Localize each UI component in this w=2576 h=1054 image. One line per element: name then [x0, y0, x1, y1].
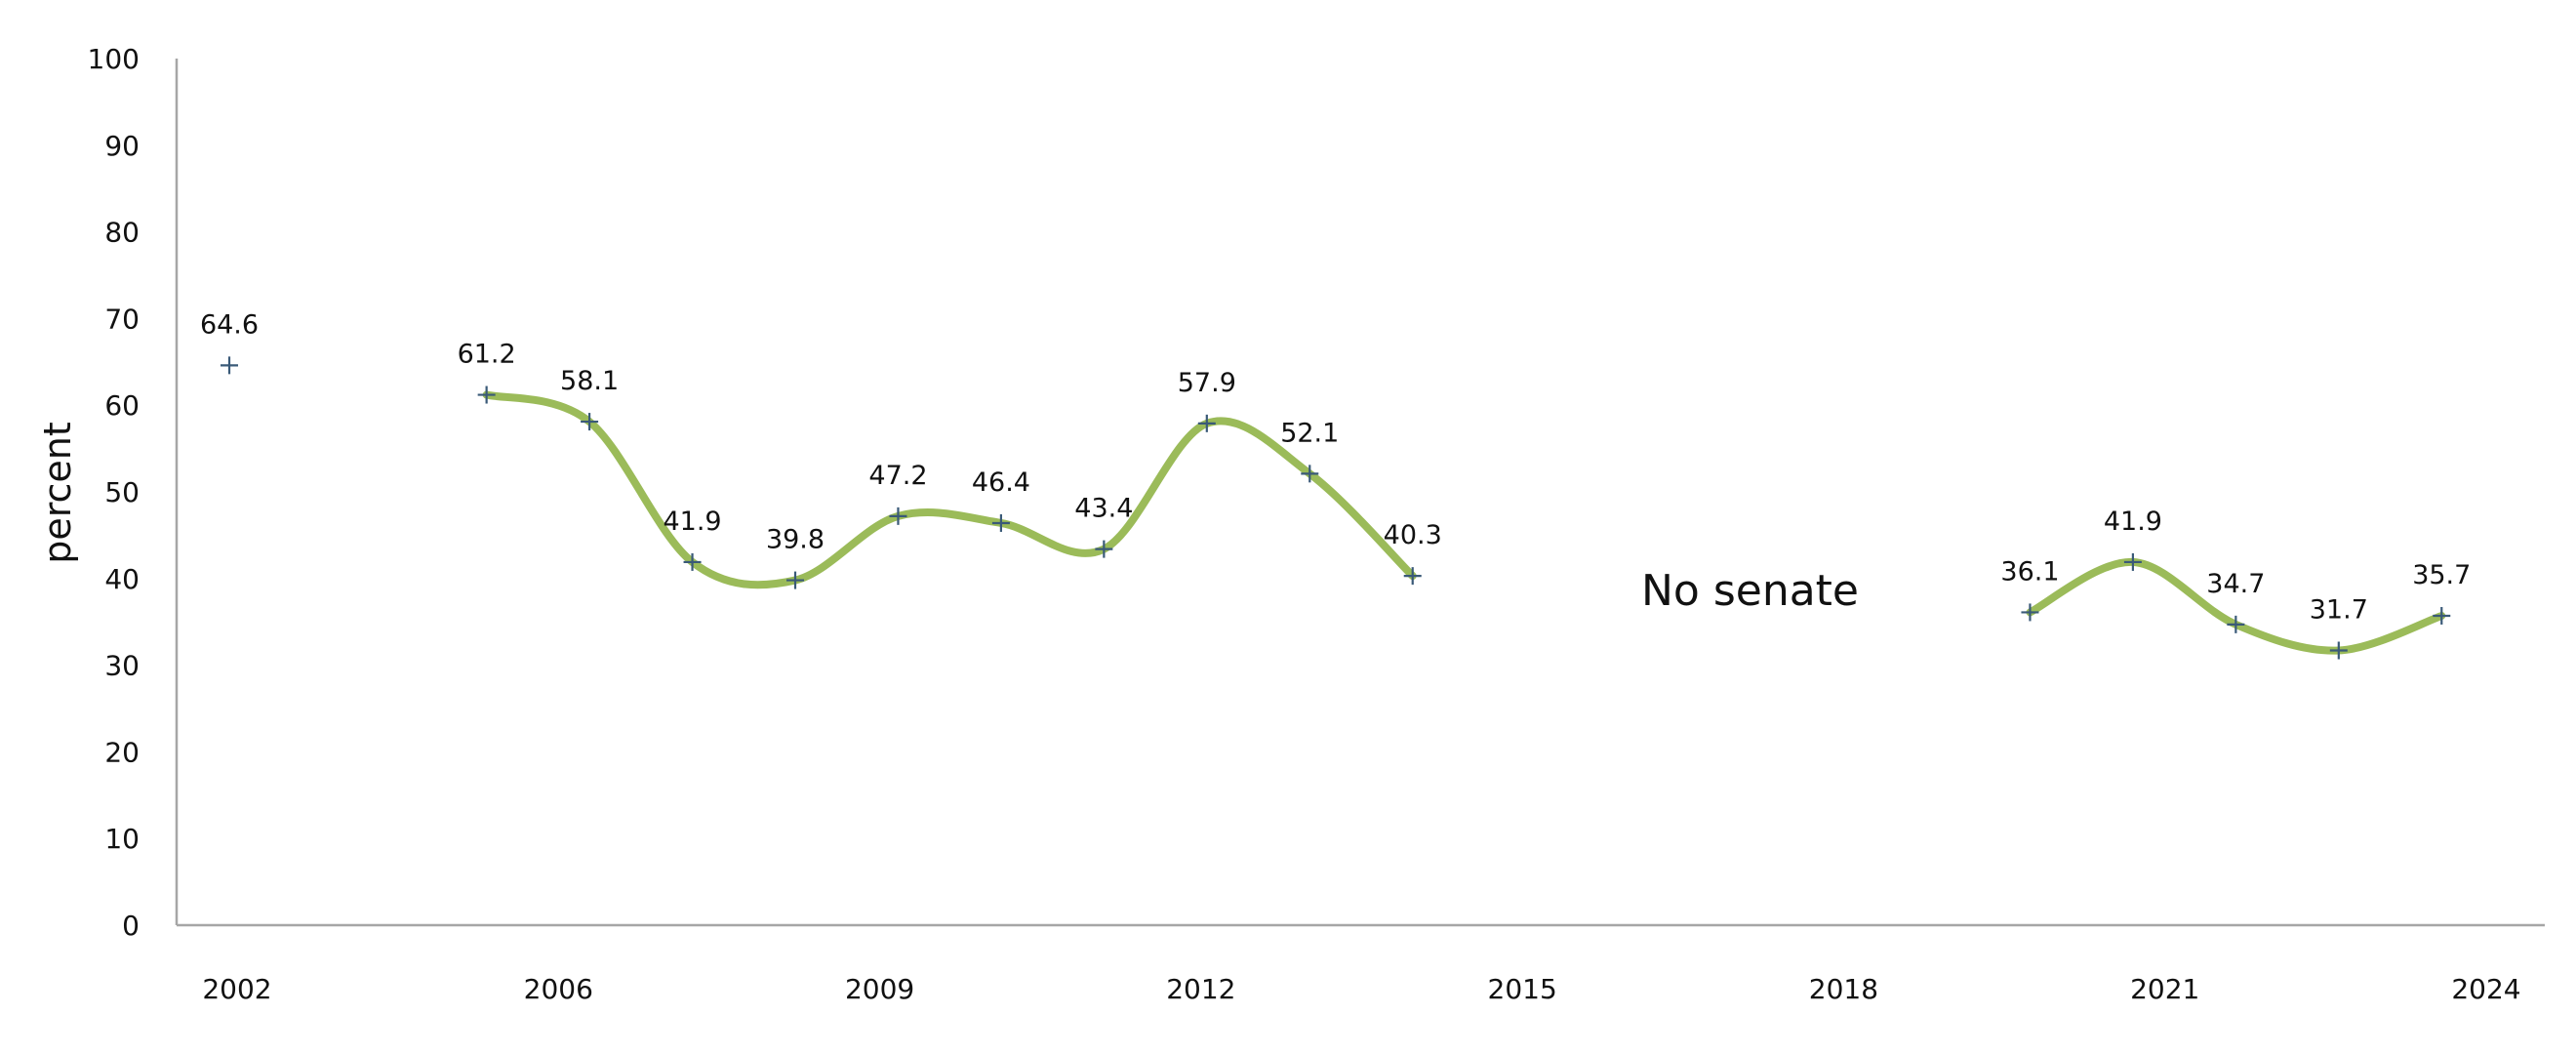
data-label: 47.2 [868, 461, 927, 491]
data-point-marker [2123, 552, 2142, 571]
data-label: 57.9 [1178, 368, 1236, 398]
data-point-marker [889, 507, 907, 525]
data-point-marker [1301, 465, 1319, 483]
data-label: 61.2 [458, 340, 516, 370]
data-markers [221, 356, 2451, 660]
data-label: 40.3 [1384, 520, 1442, 550]
data-point-marker [2227, 615, 2245, 633]
data-label: 36.1 [2000, 556, 2059, 587]
x-tick-label: 2006 [524, 973, 593, 1005]
y-tick-label: 0 [122, 910, 140, 942]
data-point-marker [2329, 641, 2348, 660]
data-point-marker [683, 552, 702, 571]
y-tick-label: 80 [104, 217, 140, 249]
y-tick-label: 90 [104, 130, 140, 162]
y-tick-labels: 0 10 20 30 40 50 60 70 80 90 100 [88, 43, 140, 942]
data-point-marker [2433, 606, 2451, 625]
data-point-marker [991, 513, 1010, 532]
data-point-marker [581, 413, 599, 431]
data-label: 58.1 [560, 366, 619, 396]
data-label: 46.4 [972, 467, 1030, 498]
no-senate-annotation: No senate [1641, 566, 1859, 616]
data-label: 35.7 [2412, 560, 2471, 590]
data-labels: 64.6 61.2 58.1 41.9 39.8 47.2 46.4 43.4 57.9 52.1… [200, 309, 2471, 625]
data-point-marker [477, 385, 496, 404]
y-tick-label: 60 [104, 389, 140, 422]
x-tick-labels: 2002 2006 2009 2012 2015 2018 2021 2024 [202, 973, 2520, 1005]
data-label: 34.7 [2206, 569, 2265, 599]
data-label: 41.9 [2104, 507, 2162, 537]
y-tick-label: 100 [88, 43, 140, 75]
y-tick-label: 70 [104, 303, 140, 335]
data-point-marker [1095, 540, 1113, 558]
data-label: 41.9 [663, 507, 721, 537]
data-point-marker [221, 356, 238, 375]
data-label: 31.7 [2310, 595, 2368, 626]
y-tick-label: 40 [104, 563, 140, 595]
data-point-marker [786, 571, 804, 589]
x-tick-label: 2012 [1166, 973, 1235, 1005]
x-tick-label: 2015 [1488, 973, 1557, 1005]
data-label: 43.4 [1074, 494, 1133, 524]
y-axis-title: percent [36, 422, 79, 564]
x-tick-label: 2024 [2451, 973, 2520, 1005]
data-label: 52.1 [1280, 418, 1339, 448]
y-tick-label: 50 [104, 476, 140, 508]
x-tick-label: 2021 [2130, 973, 2199, 1005]
x-tick-label: 2009 [845, 973, 914, 1005]
x-tick-label: 2002 [202, 973, 271, 1005]
data-point-marker [2021, 603, 2039, 622]
y-tick-label: 10 [104, 823, 140, 855]
data-label: 39.8 [766, 525, 825, 555]
data-label: 64.6 [200, 309, 259, 340]
data-point-marker [1403, 567, 1422, 586]
x-tick-label: 2018 [1809, 973, 1878, 1005]
data-point-marker [1197, 414, 1216, 432]
y-tick-label: 20 [104, 736, 140, 768]
y-tick-label: 30 [104, 650, 140, 682]
series-line [482, 390, 1417, 589]
